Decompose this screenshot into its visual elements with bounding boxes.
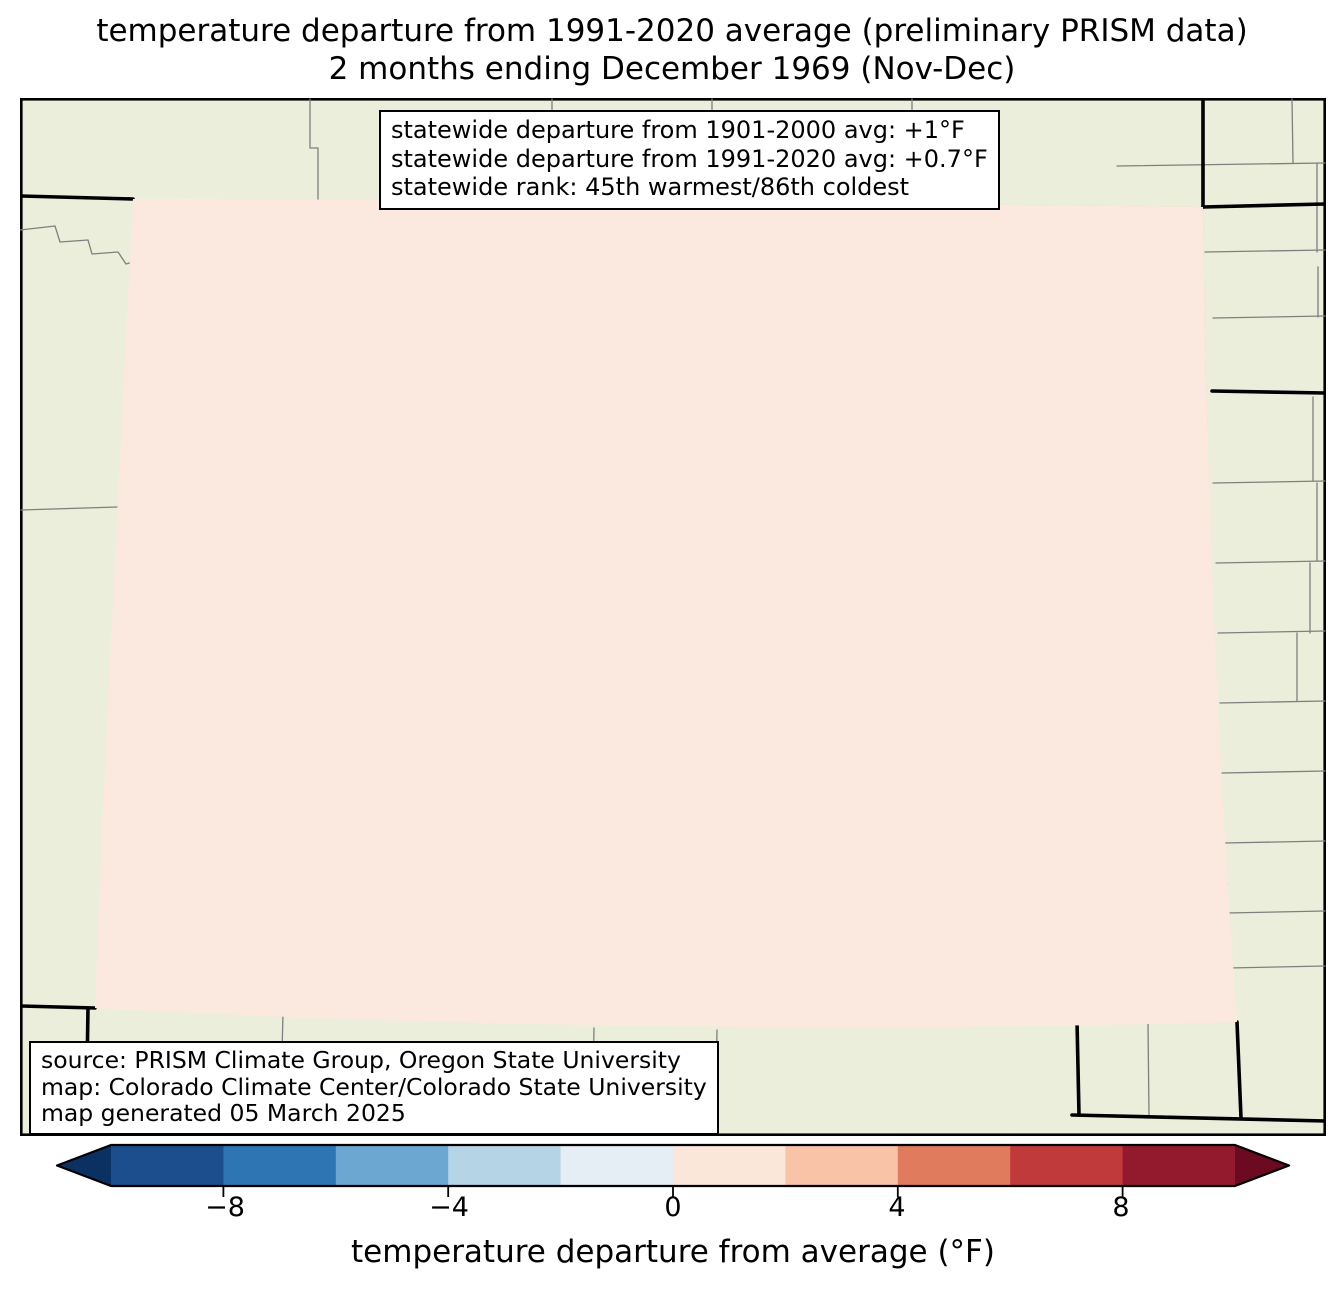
colorbar-axis-label: temperature departure from average (°F) <box>351 1234 995 1270</box>
map-title-line2: 2 months ending December 1969 (Nov-Dec) <box>328 51 1016 87</box>
statewide-stats-box: statewide departure from 1901-2000 avg: … <box>379 110 1000 210</box>
colorbar-tick-label-4: 4 <box>888 1192 906 1223</box>
colorbar-left-extend-arrow <box>57 1145 111 1186</box>
colorbar-tick-label-8: 8 <box>1112 1192 1130 1223</box>
colorbar-segments <box>111 1145 1236 1186</box>
colorbar-tick-label-neg8: −8 <box>205 1192 245 1223</box>
stats-line-2: statewide departure from 1991-2020 avg: … <box>391 144 988 173</box>
colorbar-tick-label-0: 0 <box>664 1192 682 1223</box>
colorbar-right-extend-arrow <box>1235 1145 1289 1186</box>
colorbar <box>55 1143 1291 1197</box>
stats-line-1: statewide departure from 1901-2000 avg: … <box>391 116 965 144</box>
colorbar-tick-label-neg4: −4 <box>429 1192 469 1223</box>
stats-line-3: statewide rank: 45th warmest/86th coldes… <box>391 173 910 201</box>
source-line-1: source: PRISM Climate Group, Oregon Stat… <box>41 1046 681 1074</box>
source-line-3: map generated 05 March 2025 <box>41 1099 406 1127</box>
source-line-2: map: Colorado Climate Center/Colorado St… <box>41 1072 707 1101</box>
colorbar-outline <box>55 1143 1291 1188</box>
state-colorado-border <box>93 197 1239 1029</box>
map-canvas <box>20 98 1326 1136</box>
source-credit-box: source: PRISM Climate Group, Oregon Stat… <box>29 1041 719 1135</box>
colorbar-tick-marks <box>222 1186 1124 1197</box>
map-title-line1: temperature departure from 1991-2020 ave… <box>96 13 1248 49</box>
